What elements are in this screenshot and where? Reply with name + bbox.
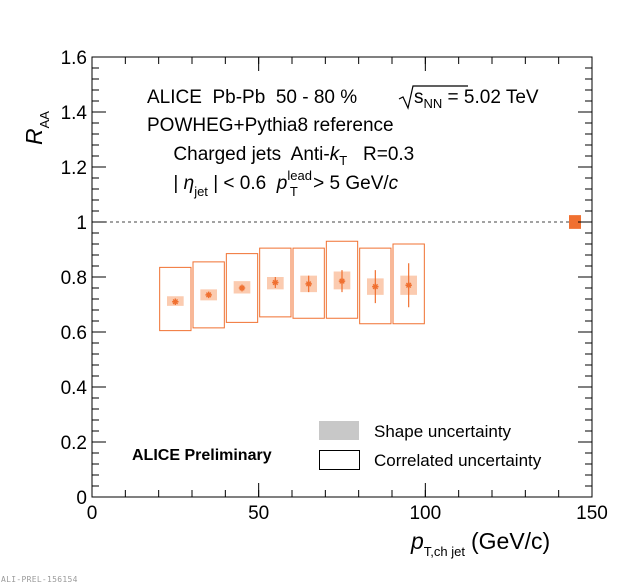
annotation-line-2: POWHEG+Pythia8 reference (147, 115, 394, 136)
y-axis-title: RAA (21, 111, 52, 145)
plot-marks (92, 215, 592, 332)
data-point-marker (205, 291, 212, 299)
legend: Shape uncertainty Correlated uncertainty (319, 421, 542, 470)
correlated-uncertainty-box (225, 253, 259, 323)
annotation-line-3: Charged jets Anti-kT R=0.3 (147, 144, 430, 168)
x-tick-label: 100 (409, 503, 441, 524)
legend-shape-label: Shape uncertainty (374, 422, 512, 441)
x-tick-label: 50 (248, 503, 269, 524)
sqrt-symbol (398, 85, 468, 110)
annotation-line-4: | ηjet | < 0.6 plead T > 5 GeV/c (147, 168, 414, 199)
legend-corr-label: Correlated uncertainty (374, 451, 542, 470)
correlated-uncertainty-box (159, 266, 192, 332)
y-tick-label: 0.4 (61, 378, 88, 399)
axis-ticks: 0 0.2 0.4 0.6 0.8 1 1.2 1.4 1.6 0 50 100 150 (61, 48, 608, 524)
correlated-uncertainty-box (359, 247, 392, 325)
annotation-line-1: ALICE Pb-Pb 50 - 80 % (147, 87, 368, 108)
data-point-marker (172, 298, 179, 305)
y-tick-label: 0.2 (61, 433, 87, 454)
data-point-marker (305, 280, 312, 288)
y-tick-label: 0 (76, 488, 87, 509)
correlated-uncertainty-box (325, 240, 359, 319)
correlated-uncertainty-box (292, 247, 325, 319)
x-tick-label: 0 (87, 503, 98, 524)
x-axis-title: pT,ch jet (GeV/c) (410, 528, 550, 559)
correlated-uncertainty-box (192, 261, 225, 329)
x-tick-label: 150 (576, 503, 608, 524)
correlated-uncertainty-box (392, 243, 425, 325)
y-tick-label: 0.6 (61, 323, 87, 344)
annotation-sqrt-s: sNN = 5.02 TeV (414, 87, 539, 111)
y-tick-label: 1 (76, 213, 87, 234)
data-point-marker (338, 277, 346, 285)
y-tick-label: 1.2 (61, 158, 87, 179)
preliminary-label: ALICE Preliminary (132, 447, 272, 464)
y-tick-label: 1.4 (61, 103, 88, 124)
legend-shape-swatch (319, 421, 359, 440)
legend-corr-swatch (319, 450, 360, 470)
data-point-marker (238, 284, 246, 292)
correlated-uncertainty-box (259, 247, 292, 318)
normalization-uncertainty-box (569, 215, 581, 229)
y-tick-label: 0.8 (61, 268, 87, 289)
data-point-marker (272, 279, 279, 286)
y-tick-label: 1.6 (61, 48, 87, 69)
data-point-marker (405, 282, 412, 289)
data-point-marker (372, 283, 379, 290)
figure-id: ALI-PREL-156154 (1, 575, 78, 584)
